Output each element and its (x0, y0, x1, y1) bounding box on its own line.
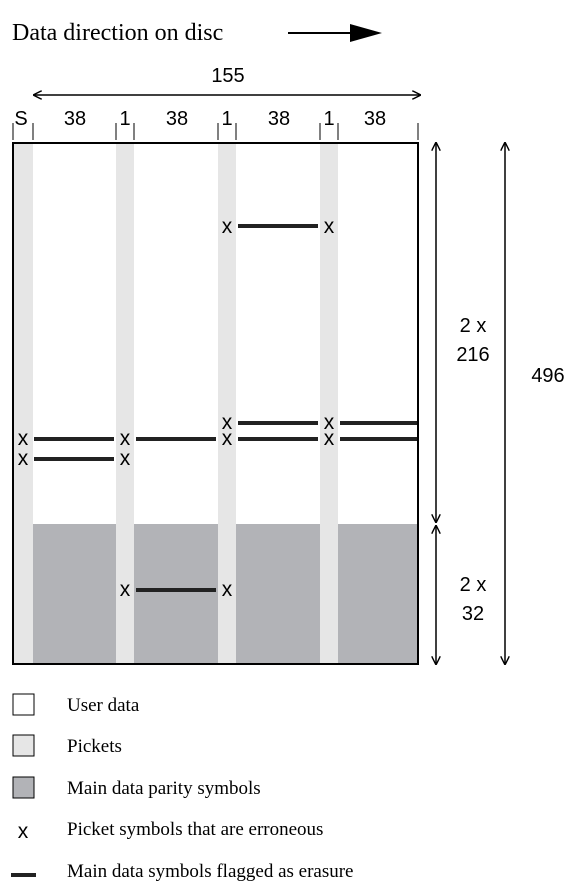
column-label-block-4: 38 (364, 108, 386, 130)
column-label-s: S (14, 108, 27, 130)
erasure-lines (34, 224, 417, 592)
height-dimensions: 2 x 216 2 x 32 496 (436, 143, 565, 664)
column-label-picket-3: 1 (323, 108, 334, 130)
picket-column-3 (320, 143, 338, 664)
legend-swatch-user-data (12, 693, 35, 716)
picket-column-2 (218, 143, 236, 664)
column-label-block-1: 38 (64, 108, 86, 130)
legend-label-parity: Main data parity symbols (67, 778, 261, 799)
error-mark: x (18, 427, 29, 450)
parity-rows-label-line1: 2 x (460, 574, 487, 596)
direction-label: Data direction on disc (12, 20, 223, 46)
column-label-picket-2: 1 (221, 108, 232, 130)
parity-area (13, 524, 418, 664)
legend-swatch-parity (12, 776, 35, 799)
data-block (12, 142, 419, 665)
user-rows-label-line1: 2 x (460, 315, 487, 337)
column-header: S 38 1 38 1 38 1 38 (12, 108, 419, 140)
error-mark: x (18, 447, 29, 470)
legend-error-glyph: x (18, 820, 29, 843)
legend-label-erasure: Main data symbols flagged as erasure (67, 861, 354, 882)
total-height-label: 496 (531, 365, 564, 387)
picket-column-s (14, 143, 33, 664)
column-label-block-2: 38 (166, 108, 188, 130)
column-label-picket-1: 1 (119, 108, 130, 130)
error-mark: x (120, 427, 131, 450)
error-mark: x (120, 578, 131, 601)
error-mark: x (222, 427, 233, 450)
error-mark: x (222, 411, 233, 434)
error-mark: x (324, 215, 335, 238)
error-mark: x (222, 578, 233, 601)
user-rows-label-line2: 216 (456, 344, 489, 366)
error-mark: x (324, 411, 335, 434)
legend-label-pickets: Pickets (67, 736, 122, 757)
error-mark: x (324, 427, 335, 450)
parity-rows-label-line2: 32 (462, 603, 484, 625)
error-mark: x (222, 215, 233, 238)
picket-column-1 (116, 143, 134, 664)
error-mark: x (120, 447, 131, 470)
legend-swatch-pickets (12, 734, 35, 757)
legend: User data Pickets Main data parity symbo… (11, 693, 354, 882)
direction-arrow (288, 24, 382, 42)
block-border (12, 142, 419, 665)
legend-label-user-data: User data (67, 695, 140, 716)
legend-label-erroneous: Picket symbols that are erroneous (67, 819, 323, 840)
error-marks: x x x x x x x x x x x x (18, 215, 335, 601)
total-width-label: 155 (211, 65, 244, 87)
column-label-block-3: 38 (268, 108, 290, 130)
